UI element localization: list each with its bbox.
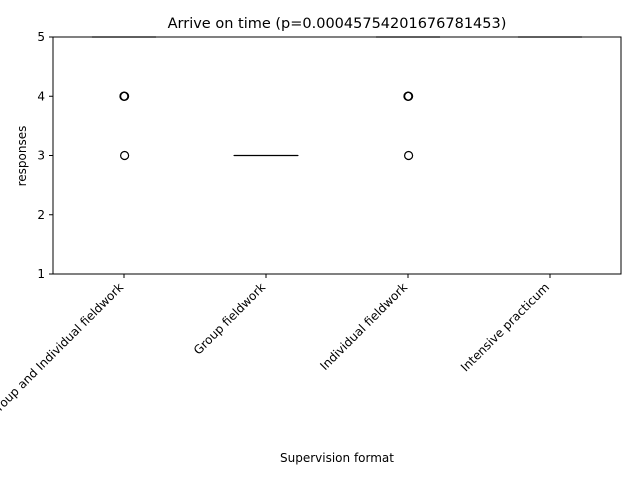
chart-title: Arrive on time (p=0.00045754201676781453… bbox=[168, 16, 507, 32]
plot-area: 1 2 3 4 5 Group and Individual fieldwork Group… bbox=[0, 30, 583, 420]
y-tick-label: 3 bbox=[37, 149, 45, 163]
x-tick-label: Intensive practicum bbox=[458, 280, 552, 374]
y-tick-label: 5 bbox=[37, 30, 45, 44]
outlier-point bbox=[404, 150, 414, 161]
y-tick-label: 2 bbox=[37, 208, 45, 222]
plot-frame bbox=[52, 36, 622, 275]
y-tick-label: 1 bbox=[37, 267, 45, 281]
outlier-point bbox=[119, 91, 129, 101]
x-tick-label: Group and Individual fieldwork bbox=[0, 280, 126, 420]
x-axis-label: Supervision format bbox=[280, 451, 394, 465]
y-axis-label: responses bbox=[15, 126, 29, 187]
y-tick-label: 4 bbox=[37, 89, 45, 103]
x-tick-label: Group fieldwork bbox=[191, 280, 268, 357]
outlier-point bbox=[119, 150, 130, 161]
x-tick-label: Individual fieldwork bbox=[317, 280, 410, 373]
outlier-point bbox=[403, 91, 413, 101]
